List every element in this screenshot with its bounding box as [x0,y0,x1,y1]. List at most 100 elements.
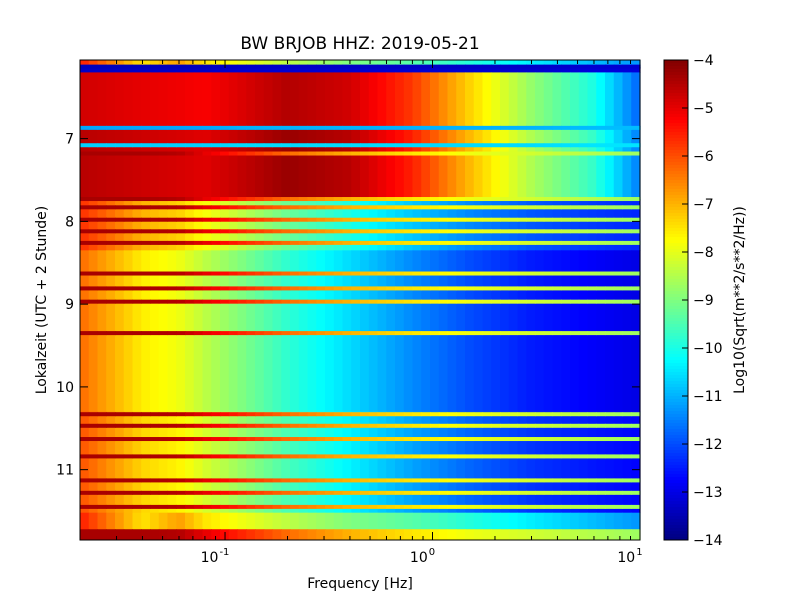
heatmap-event-line-15 [482,437,492,442]
heatmap-event-line-19 [237,504,247,509]
heatmap-event-line-5 [587,205,597,210]
heatmap-event-line-14 [97,423,107,428]
heatmap-event-line-0 [132,64,142,69]
colorbar-segment [664,492,688,496]
heatmap-event-line-12 [342,331,352,336]
colorbar-segment [664,264,688,268]
heatmap-cell-block-7 [185,512,195,530]
heatmap-event-line-14 [447,423,457,428]
heatmap-event-line-3 [237,151,247,156]
heatmap-event-line-15 [465,437,475,442]
heatmap-event-line-19 [88,504,99,509]
heatmap-event-line-0 [141,64,151,69]
heatmap-cell-block-4 [622,199,632,251]
heatmap-event-line-17 [578,478,589,483]
heatmap-cell-block-0 [80,60,90,68]
heatmap-event-line-15 [517,437,527,442]
heatmap-event-line-6 [526,217,536,222]
heatmap-event-line-9 [176,271,186,276]
heatmap-event-line-4 [517,197,527,202]
heatmap-cell-block-6 [185,411,195,514]
heatmap-event-line-19 [211,504,221,509]
heatmap-event-line-5 [333,205,344,210]
heatmap-event-line-9 [596,271,606,276]
heatmap-cell-block-2 [80,72,90,127]
heatmap-cell-block-7 [561,512,571,530]
heatmap-cell-block-7 [316,512,326,530]
heatmap-event-line-7 [106,229,116,234]
colorbar-segment [664,474,688,478]
heatmap-event-line-1 [605,125,615,130]
heatmap-cell-block-0 [473,60,484,68]
heatmap-event-line-8 [412,240,422,245]
heatmap-event-line-9 [80,271,90,276]
heatmap-event-line-1 [508,125,519,130]
heatmap-event-line-4 [106,197,116,202]
heatmap-cell-block-8 [430,529,440,541]
heatmap-event-line-4 [141,197,151,202]
heatmap-event-line-11 [141,299,151,304]
heatmap-cell-block-0 [605,60,615,68]
heatmap-event-line-9 [543,271,554,276]
heatmap-cell-block-7 [535,512,545,530]
heatmap-event-line-10 [220,286,230,291]
heatmap-event-line-2 [237,143,247,148]
heatmap-cell-block-0 [500,60,510,68]
colorbar-tick-label: −7 [693,197,714,213]
heatmap-event-line-2 [430,143,440,148]
heatmap-event-line-13 [80,412,90,417]
heatmap-event-line-9 [290,271,300,276]
heatmap-event-line-8 [578,240,589,245]
heatmap-event-line-19 [535,504,545,509]
colorbar-segment [664,99,688,103]
heatmap-cell-block-6 [622,411,632,514]
heatmap-event-line-6 [395,217,405,222]
heatmap-cell-block-2 [403,72,414,127]
heatmap-event-line-8 [508,240,519,245]
heatmap-event-line-18 [158,490,169,495]
heatmap-event-line-7 [421,229,431,234]
heatmap-event-line-19 [543,504,554,509]
heatmap-cell-block-3 [447,126,457,200]
heatmap-cell-block-3 [263,126,274,200]
heatmap-cell-block-4 [552,199,562,251]
heatmap-event-line-16 [368,454,379,459]
heatmap-event-line-11 [605,299,615,304]
heatmap-event-line-16 [263,454,274,459]
heatmap-cell-block-6 [465,411,475,514]
heatmap-cell-block-2 [368,72,379,127]
heatmap-event-line-13 [290,412,300,417]
heatmap-event-line-8 [220,240,230,245]
heatmap-event-line-9 [97,271,107,276]
heatmap-cell-block-1 [517,67,527,73]
heatmap-event-line-13 [421,412,431,417]
heatmap-cell-block-1 [115,67,125,73]
heatmap-cell-block-2 [193,72,204,127]
heatmap-event-line-7 [517,229,527,234]
colorbar-segment [664,366,688,370]
heatmap-event-line-19 [438,504,449,509]
heatmap-cell-block-1 [185,67,195,73]
heatmap-cell-block-0 [272,60,282,68]
heatmap-cell-block-1 [211,67,221,73]
heatmap-cells [80,60,641,541]
heatmap-cell-block-6 [570,411,580,514]
heatmap-event-line-8 [561,240,571,245]
heatmap-cell-block-1 [141,67,151,73]
heatmap-event-line-11 [578,299,589,304]
heatmap-cell-block-1 [491,67,501,73]
heatmap-event-line-9 [447,271,457,276]
heatmap-event-line-9 [368,271,379,276]
heatmap-event-line-1 [631,125,641,130]
colorbar-segment [664,534,688,538]
heatmap-cell-block-8 [622,529,632,541]
heatmap-event-line-8 [316,240,326,245]
heatmap-event-line-13 [211,412,221,417]
heatmap-event-line-4 [80,197,90,202]
heatmap-event-line-5 [377,205,387,210]
heatmap-event-line-5 [605,205,615,210]
heatmap-cell-block-3 [552,126,562,200]
heatmap-event-line-18 [351,490,361,495]
heatmap-cell-block-1 [255,67,265,73]
plot-frame [79,59,641,541]
